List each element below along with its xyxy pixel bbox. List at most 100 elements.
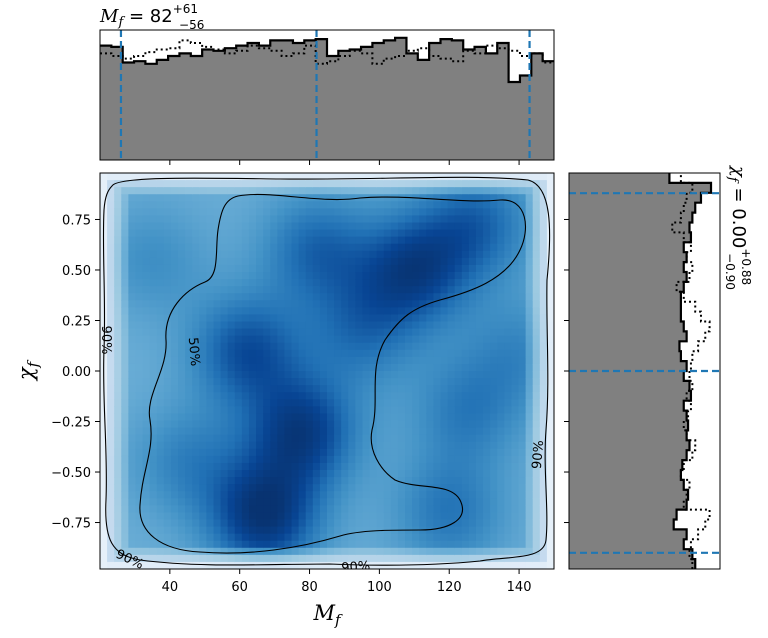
- heatmap-cell: [532, 413, 541, 422]
- heatmap-cell: [291, 378, 300, 386]
- heatmap-cell: [291, 222, 300, 231]
- heatmap-cell: [511, 547, 520, 556]
- heatmap-cell: [532, 236, 541, 245]
- heatmap-cell: [270, 385, 278, 393]
- heatmap-cell: [163, 413, 172, 422]
- heatmap-cell: [327, 427, 335, 436]
- heatmap-cell: [312, 434, 321, 443]
- heatmap-cell: [312, 356, 321, 365]
- heatmap-cell: [284, 385, 293, 393]
- heatmap-cell: [405, 505, 413, 514]
- heatmap-cell: [170, 512, 179, 521]
- heatmap-cell: [163, 477, 172, 485]
- heatmap-cell: [234, 272, 243, 280]
- heatmap-cell: [305, 477, 314, 485]
- heatmap-cell: [334, 505, 342, 514]
- heatmap-cell: [163, 349, 172, 358]
- heatmap-cell: [440, 215, 449, 224]
- heatmap-cell: [284, 420, 293, 429]
- heatmap-cell: [100, 448, 108, 457]
- heatmap-cell: [383, 272, 392, 280]
- heatmap-cell: [114, 342, 122, 351]
- heatmap-cell: [327, 470, 335, 478]
- heatmap-cell: [390, 378, 399, 386]
- heatmap-cell: [100, 413, 108, 422]
- heatmap-cell: [383, 462, 392, 471]
- heatmap-cell: [461, 540, 470, 549]
- heatmap-cell: [405, 236, 413, 245]
- heatmap-cell: [504, 286, 513, 294]
- heatmap-cell: [397, 250, 406, 259]
- heatmap-cell: [312, 455, 321, 464]
- heatmap-cell: [532, 356, 541, 365]
- heatmap-cell: [135, 356, 144, 365]
- heatmap-cell: [468, 427, 477, 436]
- heatmap-cell: [220, 321, 229, 330]
- heatmap-cell: [185, 385, 193, 393]
- heatmap-cell: [461, 420, 470, 429]
- heatmap-cell: [319, 413, 328, 422]
- heatmap-cell: [192, 406, 200, 415]
- heatmap-cell: [128, 349, 137, 358]
- heatmap-cell: [142, 491, 151, 499]
- heatmap-cell: [185, 399, 193, 407]
- heatmap-cell: [256, 194, 264, 202]
- heatmap-cell: [490, 187, 498, 195]
- heatmap-cell: [107, 180, 115, 188]
- heatmap-cell: [327, 173, 335, 181]
- heatmap-cell: [447, 434, 456, 443]
- heatmap-cell: [149, 413, 158, 422]
- heatmap-cell: [128, 526, 137, 535]
- heatmap-cell: [348, 420, 356, 429]
- heatmap-cell: [277, 279, 286, 287]
- heatmap-cell: [142, 222, 151, 231]
- heatmap-cell: [518, 392, 527, 400]
- heatmap-cell: [405, 307, 413, 316]
- heatmap-cell: [546, 505, 554, 514]
- heatmap-cell: [376, 470, 385, 478]
- heatmap-cell: [234, 236, 243, 245]
- heatmap-cell: [206, 201, 215, 209]
- heatmap-cell: [461, 335, 470, 344]
- heatmap-cell: [426, 187, 434, 195]
- heatmap-cell: [121, 286, 129, 294]
- heatmap-cell: [291, 243, 300, 252]
- heatmap-cell: [327, 413, 335, 422]
- heatmap-cell: [390, 491, 399, 499]
- heatmap-cell: [341, 250, 349, 259]
- heatmap-cell: [532, 392, 541, 400]
- heatmap-cell: [546, 250, 554, 259]
- heatmap-cell: [383, 342, 392, 351]
- heatmap-cell: [305, 314, 314, 323]
- heatmap-cell: [220, 279, 229, 287]
- heatmap-cell: [170, 540, 179, 549]
- heatmap-cell: [128, 470, 137, 478]
- heatmap-cell: [263, 392, 271, 400]
- heatmap-cell: [539, 441, 548, 450]
- heatmap-cell: [107, 243, 115, 252]
- heatmap-cell: [447, 180, 456, 188]
- heatmap-cell: [192, 328, 200, 337]
- heatmap-cell: [405, 349, 413, 358]
- heatmap-cell: [419, 420, 427, 429]
- heatmap-cell: [270, 250, 278, 259]
- heatmap-cell: [468, 420, 477, 429]
- heatmap-cell: [341, 519, 349, 528]
- heatmap-cell: [234, 420, 243, 429]
- heatmap-cell: [156, 321, 165, 330]
- heatmap-cell: [419, 392, 427, 400]
- heatmap-cell: [319, 378, 328, 386]
- heatmap-cell: [241, 300, 250, 308]
- heatmap-cell: [248, 392, 257, 400]
- heatmap-cell: [178, 533, 186, 542]
- heatmap-cell: [227, 208, 236, 217]
- heatmap-cell: [114, 328, 122, 337]
- heatmap-cell: [405, 455, 413, 464]
- heatmap-cell: [454, 215, 463, 224]
- heatmap-cell: [525, 519, 534, 528]
- heatmap-cell: [263, 335, 271, 344]
- heatmap-cell: [192, 484, 200, 492]
- heatmap-cell: [185, 441, 193, 450]
- heatmap-cell: [327, 399, 335, 407]
- heatmap-cell: [348, 484, 356, 492]
